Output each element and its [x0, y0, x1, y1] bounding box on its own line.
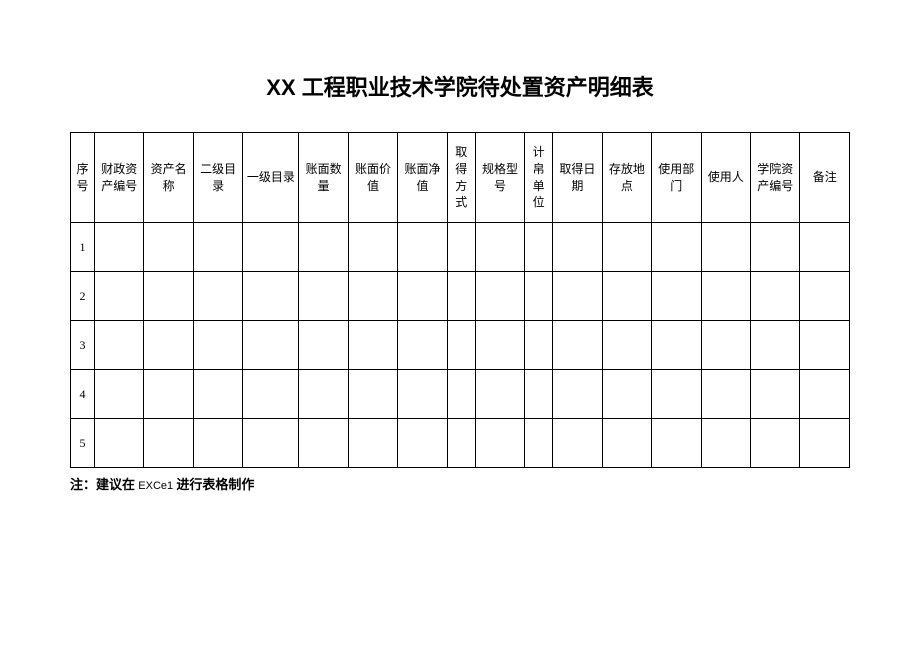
table-row: 2	[71, 272, 850, 321]
footer-note: 注：建议在 EXCe1 进行表格制作	[70, 474, 850, 493]
seq-cell: 5	[71, 419, 95, 468]
asset-table: 序号 财政资产编号 资产名称 二级目录 一级目录 账面数量 账面价值 账面净值 …	[70, 132, 850, 468]
table-row: 5	[71, 419, 850, 468]
col-book-qty: 账面数量	[299, 133, 348, 223]
col-asset-name: 资产名称	[144, 133, 193, 223]
col-seq: 序号	[71, 133, 95, 223]
col-user: 使用人	[701, 133, 750, 223]
seq-cell: 2	[71, 272, 95, 321]
table-row: 3	[71, 321, 850, 370]
note-prefix: 注：建议在	[70, 477, 138, 492]
document-page: XX 工程职业技术学院待处置资产明细表 序号 财政资产编号 资	[0, 0, 920, 493]
seq-cell: 4	[71, 370, 95, 419]
col-level1: 一级目录	[243, 133, 299, 223]
seq-cell: 1	[71, 223, 95, 272]
col-unit: 计帛单位	[525, 133, 553, 223]
table-header-row: 序号 财政资产编号 资产名称 二级目录 一级目录 账面数量 账面价值 账面净值 …	[71, 133, 850, 223]
col-fiscal-asset-no: 财政资产编号	[95, 133, 144, 223]
col-college-asset-no: 学院资产编号	[750, 133, 799, 223]
page-title: XX 工程职业技术学院待处置资产明细表	[70, 70, 850, 102]
col-spec-model: 规格型号	[475, 133, 524, 223]
seq-cell: 3	[71, 321, 95, 370]
col-department: 使用部门	[652, 133, 701, 223]
col-level2: 二级目录	[193, 133, 242, 223]
table-row: 4	[71, 370, 850, 419]
col-location: 存放地点	[602, 133, 651, 223]
note-suffix: 进行表格制作	[173, 477, 254, 492]
col-acquire-method: 取得方式	[447, 133, 475, 223]
col-net-value: 账面净值	[398, 133, 447, 223]
col-remark: 备注	[800, 133, 850, 223]
col-book-value: 账面价值	[348, 133, 397, 223]
col-acquire-date: 取得日期	[553, 133, 602, 223]
note-excel: EXCe1	[138, 480, 173, 492]
table-row: 1	[71, 223, 850, 272]
